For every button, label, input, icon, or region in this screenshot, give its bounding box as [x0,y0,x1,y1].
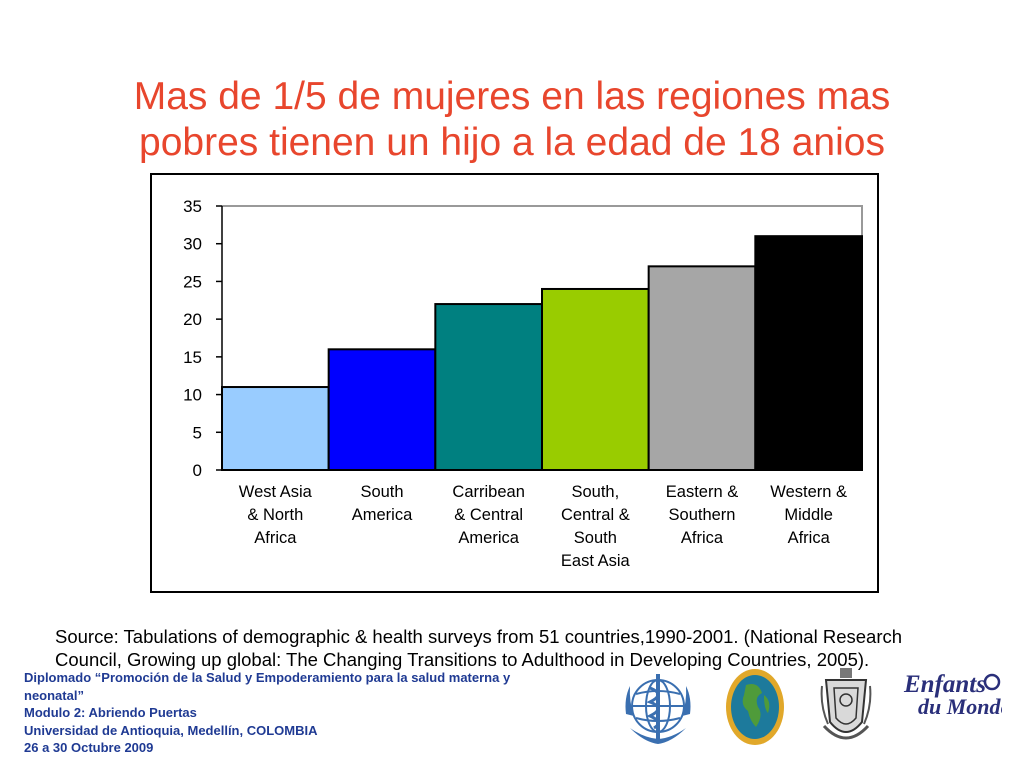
bar-chart: 0 5 10 15 20 25 30 35 West Asia & North Africa Sout… [183,197,863,570]
slide-title-line-2: pobres tienen un hijo a la edad de 18 an… [139,121,885,164]
globe-seal-icon [726,669,784,745]
footer-line-1: Diplomado “Promoción de la Salud y Empod… [24,670,511,685]
y-tick-label: 15 [183,348,202,367]
bar [434,303,544,471]
source-note: Source: Tabulations of demographic & hea… [55,625,995,671]
bar [541,287,650,471]
footer-line-3: Modulo 2: Abriendo Puertas [24,705,197,720]
slide-title-line-1: Mas de 1/5 de mujeres en las regiones ma… [133,75,891,118]
x-tick-label: Eastern & Southern Africa [666,483,738,547]
y-tick-label: 25 [183,272,202,291]
enfants-du-monde-logo: Enfants du Monde [903,671,1002,718]
x-tick-label: West Asia & North Africa [239,483,313,547]
y-tick-label: 0 [193,461,202,480]
source-line-1: Source: Tabulations of demographic & hea… [55,626,903,647]
bar [327,348,437,471]
source-line-2: Council, Growing up global: The Changing… [55,649,870,670]
x-tick-label: South, Central & South East Asia [561,483,631,570]
y-tick-label: 10 [183,386,202,405]
who-emblem-icon [625,674,691,744]
x-tick-label: South America [352,483,413,524]
footer-line-2: neonatal” [24,687,84,703]
svg-text:Enfants: Enfants [903,671,986,698]
x-tick-label: Western & Middle Africa [770,483,847,547]
bar [647,265,757,472]
slide-title: Mas de 1/5 de mujeres en las regiones ma… [100,74,924,166]
university-crest-icon [820,668,872,740]
y-tick-label: 5 [193,423,202,442]
footer-credits: Diplomado “Promoción de la Salud y Empod… [24,669,584,757]
bar [754,235,863,471]
svg-text:du Monde: du Monde [918,694,1002,718]
footer-line-5: 26 a 30 Octubre 2009 [24,740,154,755]
footer-line-4: Universidad de Antioquia, Medellín, COLO… [24,722,318,738]
y-tick-label: 30 [183,235,202,254]
y-tick-label: 35 [183,197,202,216]
bar [221,386,330,471]
x-tick-label: Carribean & Central America [452,483,524,547]
y-tick-label: 20 [183,310,202,329]
